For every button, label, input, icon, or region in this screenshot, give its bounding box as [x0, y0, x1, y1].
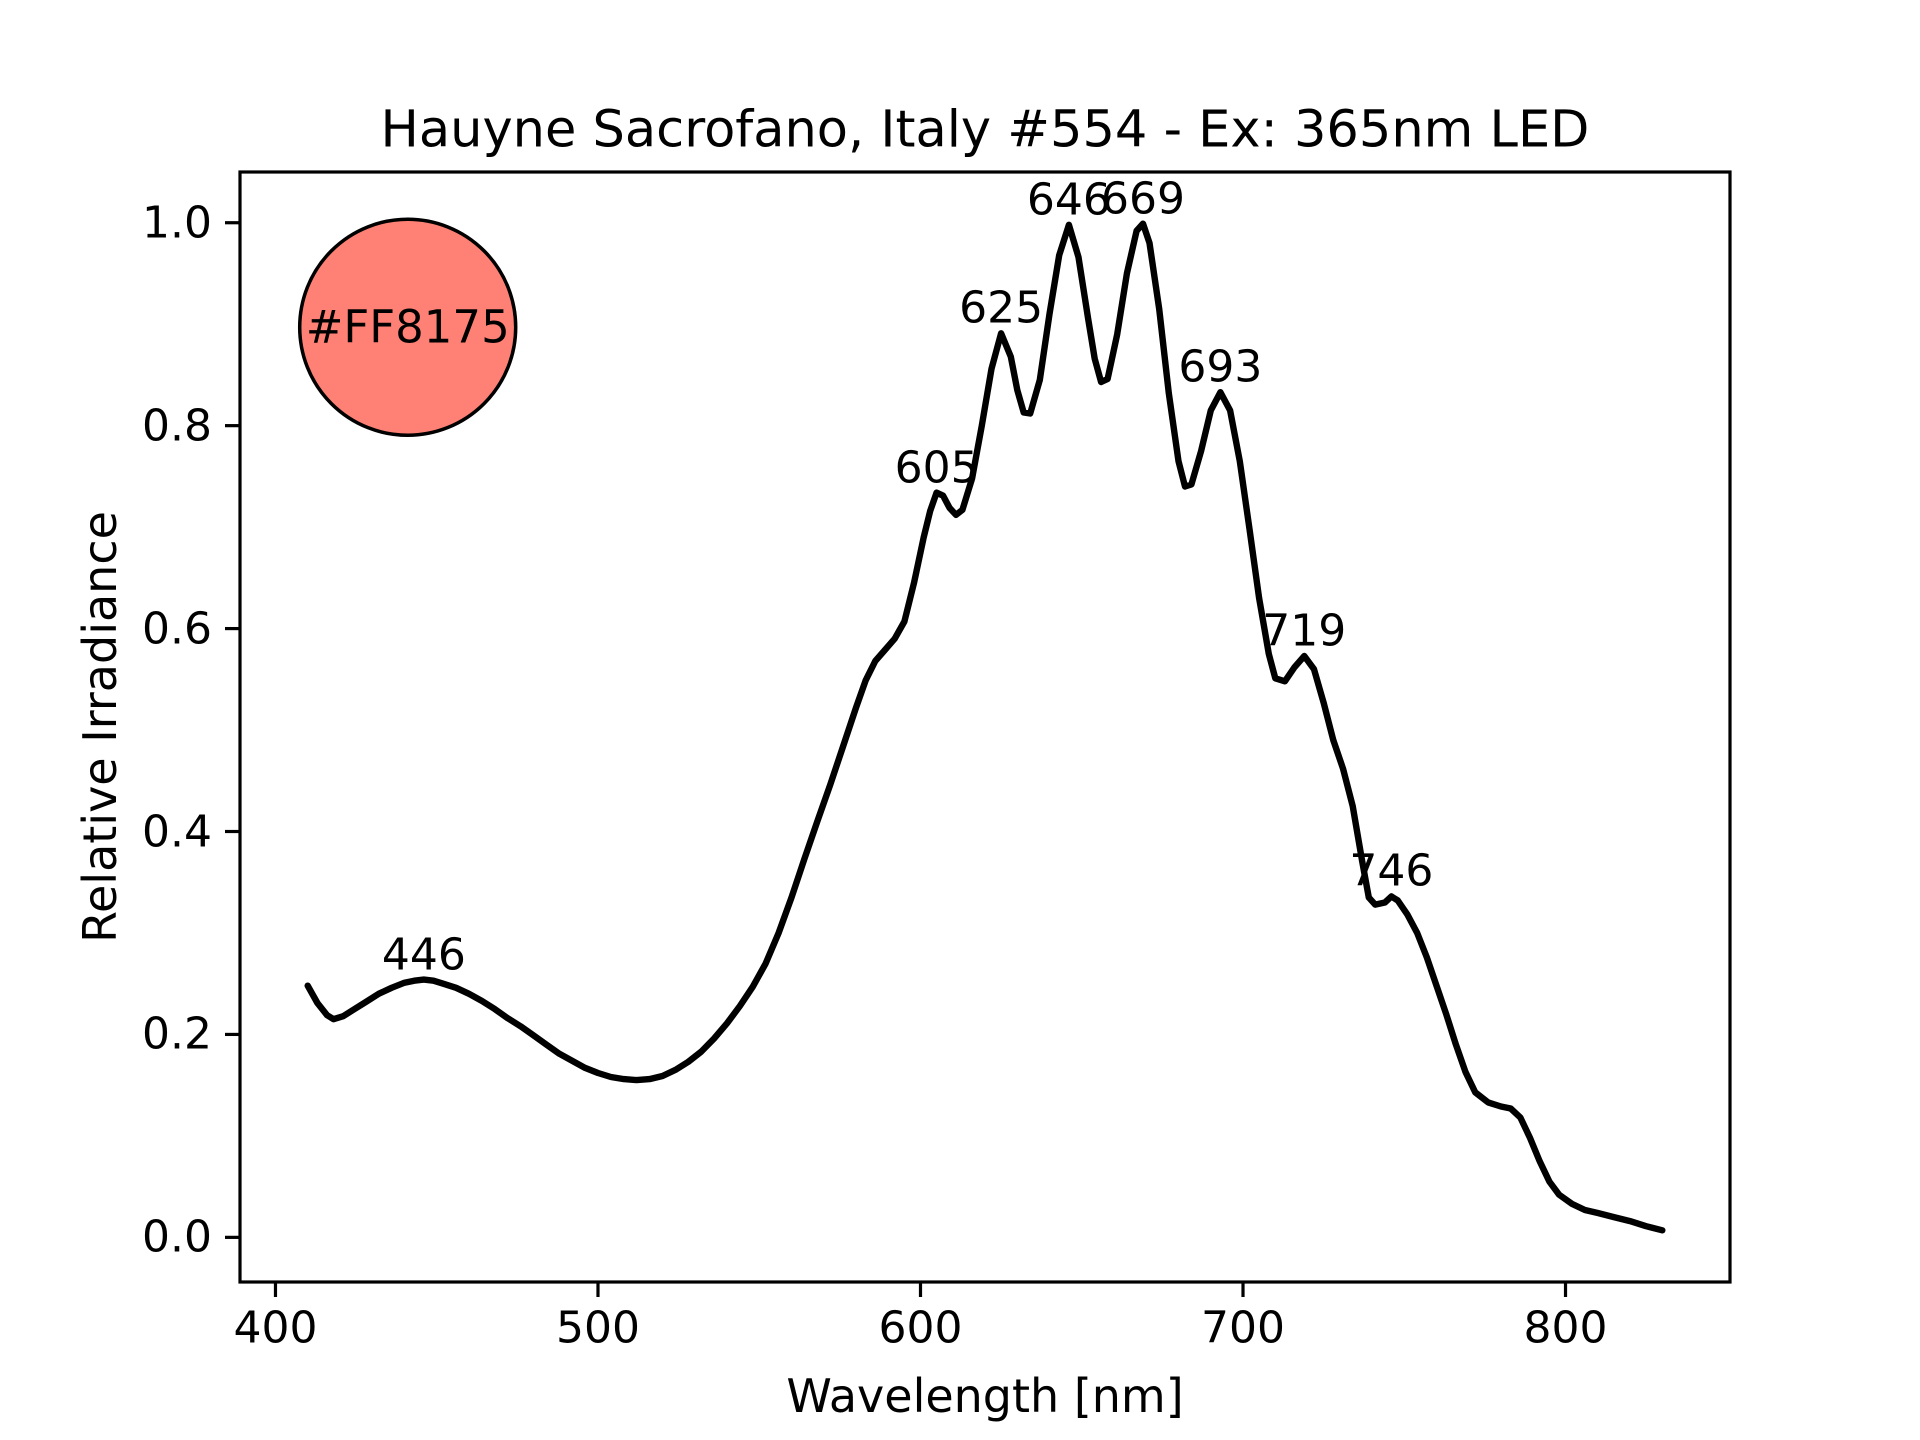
peak-annotation: 693 [1178, 341, 1263, 393]
peak-annotation: 669 [1101, 173, 1186, 225]
y-tick-label: 0.0 [142, 1211, 212, 1263]
x-tick-label: 800 [1523, 1302, 1608, 1354]
y-tick-label: 0.8 [142, 400, 212, 452]
y-axis-label: Relative Irradiance [73, 511, 127, 943]
y-tick-label: 0.2 [142, 1008, 212, 1060]
peak-annotation: 646 [1026, 174, 1111, 226]
x-tick-label: 600 [878, 1302, 963, 1354]
x-tick-label: 500 [555, 1302, 640, 1354]
x-tick-label: 400 [233, 1302, 318, 1354]
peak-annotation: 605 [894, 442, 979, 494]
x-tick-label: 700 [1201, 1302, 1285, 1354]
peak-annotation: 719 [1262, 605, 1347, 657]
axes-frame [238, 170, 1732, 1284]
y-tick-label: 0.6 [142, 603, 212, 655]
x-axis-label: Wavelength [nm] [786, 1369, 1184, 1423]
peak-annotation: 625 [959, 282, 1044, 334]
y-tick-label: 0.4 [142, 806, 212, 857]
peak-annotation: 746 [1349, 845, 1434, 897]
y-tick-label: 1.0 [142, 197, 212, 249]
spectrum-curve [304, 220, 1666, 1234]
color-swatch-circle [297, 217, 518, 437]
chart-title: Hauyne Sacrofano, Italy #554 - Ex: 365nm… [380, 100, 1590, 160]
peak-annotation: 446 [381, 929, 466, 981]
color-swatch-label: #FF8175 [305, 300, 510, 354]
